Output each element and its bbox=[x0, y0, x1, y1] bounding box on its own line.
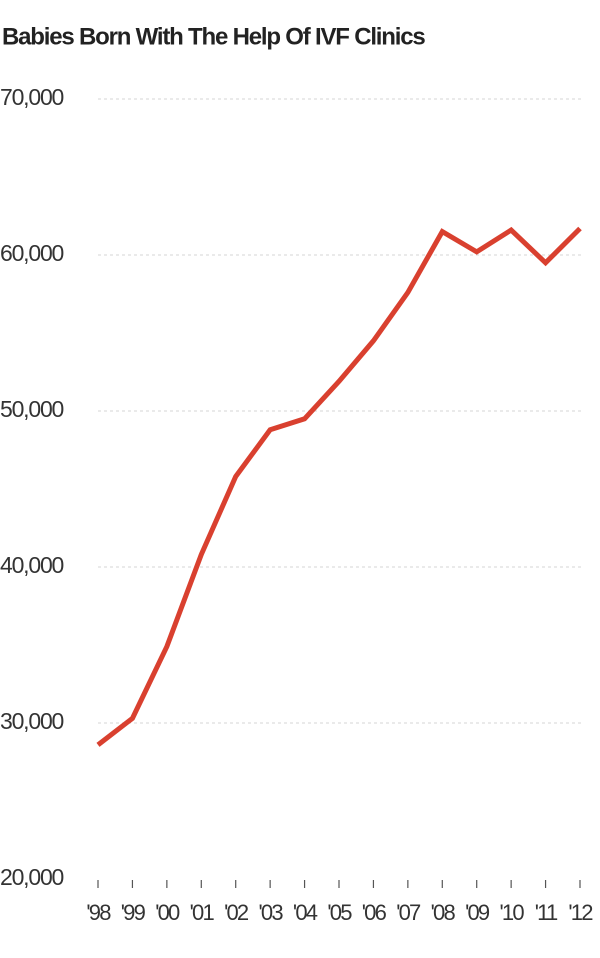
x-tick-label: '11 bbox=[535, 900, 558, 925]
x-tick-label: '08 bbox=[431, 900, 456, 925]
x-tick-label: '00 bbox=[155, 900, 180, 925]
data-line bbox=[96, 226, 582, 747]
chart-title: Babies Born With The Help Of IVF Clinics bbox=[2, 23, 425, 50]
x-tick-label: '03 bbox=[259, 900, 284, 925]
y-tick-label: 70,000 bbox=[0, 84, 64, 110]
x-tick-label: '06 bbox=[362, 900, 387, 925]
y-tick-label: 50,000 bbox=[0, 396, 64, 422]
x-tick-label: '10 bbox=[500, 900, 525, 925]
x-tick-label: '01 bbox=[190, 900, 215, 925]
x-tick-label: '07 bbox=[396, 900, 421, 925]
x-tick-label: '04 bbox=[293, 900, 318, 925]
x-tick-label: '02 bbox=[224, 900, 249, 925]
x-tick-label: '98 bbox=[86, 900, 111, 925]
x-tick-label: '12 bbox=[568, 900, 593, 925]
x-tick-label: '09 bbox=[465, 900, 490, 925]
x-tick-label: '99 bbox=[121, 900, 146, 925]
y-tick-label: 60,000 bbox=[0, 240, 64, 266]
x-tick-label: '05 bbox=[327, 900, 352, 925]
y-tick-label: 40,000 bbox=[0, 552, 64, 578]
y-tick-label: 30,000 bbox=[0, 708, 64, 734]
y-tick-label: 20,000 bbox=[0, 864, 64, 890]
